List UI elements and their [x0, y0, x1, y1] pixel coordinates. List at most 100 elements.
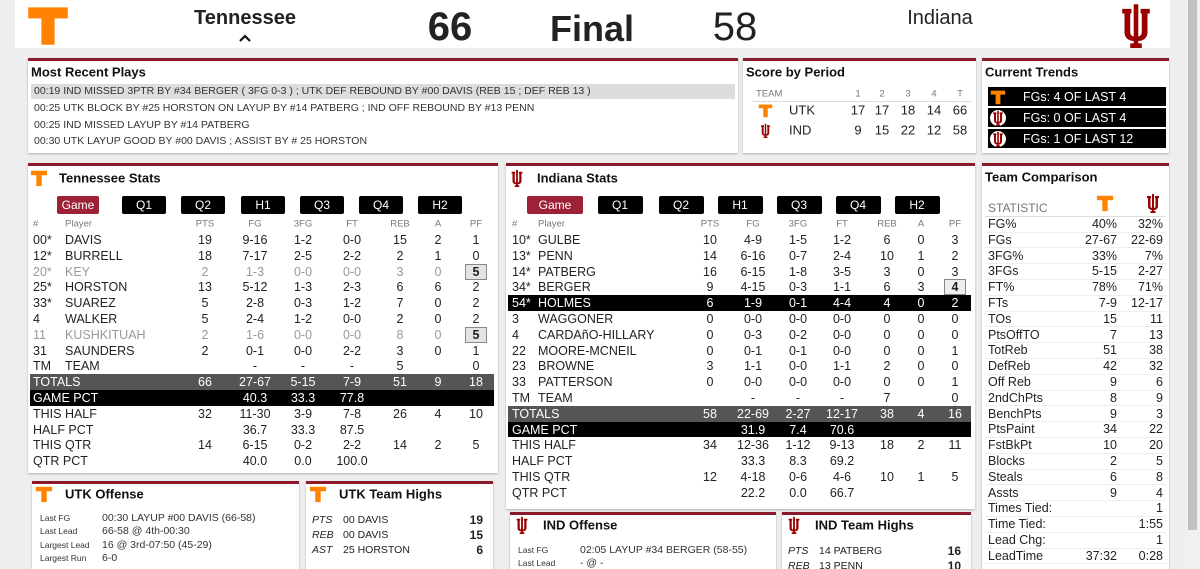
stat-cell: 10 [469, 406, 483, 421]
tab-label: Q1 [611, 198, 629, 212]
stat-cell: 18 [880, 438, 894, 453]
stat-cell: 0 [917, 327, 925, 342]
stat-cell: 0-0 [342, 327, 362, 342]
trend-item [988, 129, 1166, 148]
column-header: FG [746, 218, 760, 230]
period-tab[interactable] [776, 196, 822, 214]
recent-plays-panel [28, 58, 738, 153]
tab-label: Q2 [672, 198, 690, 212]
player-cell: 11 [33, 327, 46, 342]
period-score: 17 [874, 102, 890, 118]
stat-cell: 18 [198, 248, 212, 263]
stat-cell: 0-0 [832, 327, 852, 342]
trend-text: FGs: 0 OF LAST 4 [1023, 110, 1127, 125]
expand-caret[interactable] [239, 34, 251, 42]
home-value: 9 [1110, 374, 1117, 389]
stat-cell: 0-1 [788, 295, 808, 310]
stat-cell: 38 [880, 406, 894, 421]
row-divider [985, 294, 1166, 296]
period-tab[interactable] [418, 196, 462, 214]
stat-cell: 0 [706, 311, 714, 326]
high-value: 19 [469, 513, 483, 527]
period-tab[interactable] [122, 196, 166, 214]
period-tab[interactable] [658, 196, 704, 214]
stat-cell: - [795, 390, 801, 405]
period-tab[interactable] [300, 196, 344, 214]
column-header: 3FG [788, 218, 808, 230]
stat-cell: 69.2 [829, 453, 855, 468]
stat-cell: 2 [201, 343, 209, 358]
stat-cell: 6-15 [740, 264, 766, 279]
tab-label: H1 [732, 198, 748, 212]
stat-name: 2ndChPts [988, 390, 1043, 405]
stat-cell: 6-15 [242, 438, 268, 453]
divider [752, 101, 972, 102]
column-header: REB [390, 218, 410, 230]
stat-cell: 0 [472, 359, 480, 374]
player-cell: 33* [33, 295, 52, 310]
stat-cell: 14 [198, 438, 212, 453]
column-header: PF [948, 218, 962, 230]
column-header: PF [469, 218, 483, 230]
panel-title: IND Offense [543, 517, 618, 533]
stat-cell: 2-2 [342, 248, 362, 263]
offense-label: Last FG [40, 512, 71, 523]
column-header: FT [346, 218, 358, 230]
scrollbar-thumb [1188, 0, 1197, 530]
home-value: 9 [1110, 406, 1117, 421]
stat-cell: 12-17 [826, 406, 858, 421]
stat-cell: 2-27 [785, 406, 811, 421]
away-value: 0:28 [1138, 548, 1163, 563]
period-tab[interactable] [717, 196, 763, 214]
period-tab[interactable] [597, 196, 643, 214]
stat-cell: 0 [917, 359, 925, 374]
stat-cell: 1-5 [788, 232, 808, 247]
play-text: 00:25 IND MISSED LAYUP BY #14 PATBERG [34, 118, 250, 131]
stat-cell: 1-1 [743, 359, 763, 374]
stat-cell: 3 [951, 232, 959, 247]
stat-cell: 0-0 [293, 264, 313, 279]
team-abbr: UTK [789, 102, 815, 118]
row-divider [985, 563, 1166, 565]
period-tab[interactable] [835, 196, 881, 214]
stat-cell: 1-3 [245, 264, 265, 279]
period-tab[interactable] [241, 196, 285, 214]
stat-cell: 0 [917, 264, 925, 279]
home-value: 78% [1091, 279, 1117, 294]
period-tab[interactable] [181, 196, 225, 214]
player-cell: KUSHKITUAH [65, 327, 146, 342]
stat-name: Steals [988, 469, 1023, 484]
player-cell: PATBERG [538, 264, 596, 279]
tennessee_stats-panel [28, 163, 498, 473]
indiana-logo [511, 169, 523, 187]
period-tab[interactable] [527, 196, 583, 214]
stat-cell: 14 [703, 248, 717, 263]
stat-cell: 6 [883, 280, 891, 295]
high-stat: AST [312, 543, 333, 556]
stat-cell: 2-3 [342, 280, 362, 295]
away-value: 3 [1156, 406, 1163, 421]
row-divider [985, 310, 1166, 312]
away-value: 71% [1137, 279, 1163, 294]
stat-cell: 4 [434, 406, 442, 421]
period-tab[interactable] [894, 196, 940, 214]
stat-cell: 0-3 [293, 295, 313, 310]
player-cell: 12* [33, 248, 52, 263]
stat-cell: 58 [703, 406, 717, 421]
high-player: 25 HORSTON [343, 543, 410, 556]
stat-cell: 0 [951, 311, 959, 326]
stat-cell: 0-0 [788, 359, 808, 374]
period-tab[interactable] [359, 196, 403, 214]
stat-cell: 14 [393, 438, 407, 453]
player-cell: 25* [33, 280, 52, 295]
column-header: Player [538, 218, 565, 230]
stat-cell: 2 [434, 232, 442, 247]
trend-text: FGs: 4 OF LAST 4 [1023, 89, 1127, 104]
stat-cell: 70.6 [829, 422, 855, 437]
away-value: 4 [1156, 485, 1163, 500]
stat-cell: 0 [434, 295, 442, 310]
period-tab[interactable] [57, 196, 99, 214]
stat-cell: 5 [201, 311, 209, 326]
stat-cell: 0 [883, 343, 891, 358]
stat-cell: 18 [469, 374, 483, 389]
